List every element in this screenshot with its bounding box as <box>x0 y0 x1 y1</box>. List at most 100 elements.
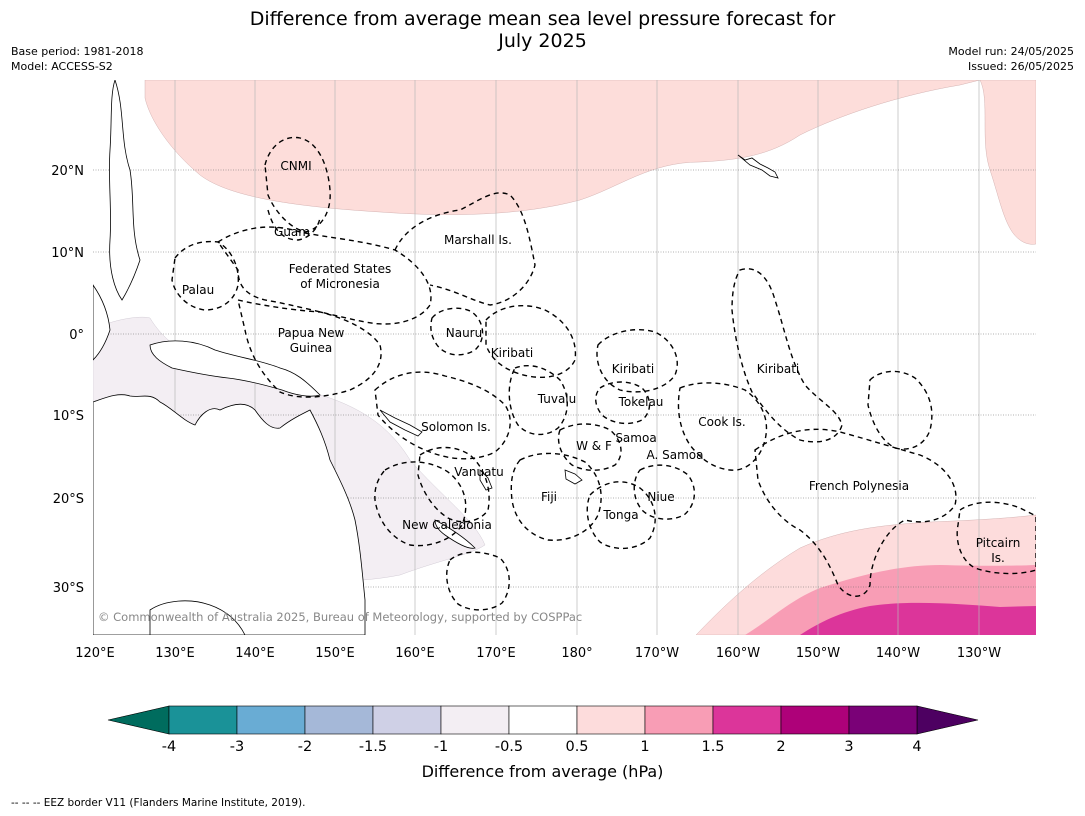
place-label: Pitcairn <box>976 536 1021 550</box>
eez-legend-note: -- -- -- EEZ border V11 (Flanders Marine… <box>11 797 306 809</box>
lon-tick-label: 130°E <box>155 646 195 661</box>
eez-png <box>237 299 382 398</box>
title-line-1: Difference from average mean sea level p… <box>249 8 836 30</box>
pressure-anomaly-north-band-east <box>979 80 1036 245</box>
new-guinea-coast <box>149 340 321 397</box>
colorbar-tick-label: 4 <box>912 739 921 755</box>
colorbar-segment <box>848 705 918 735</box>
eez-micronesia <box>217 226 432 325</box>
australia-coast <box>93 394 366 635</box>
copyright-notice: © Commonwealth of Australia 2025, Bureau… <box>98 610 582 624</box>
eez-kiribati-phoenix <box>596 329 678 393</box>
place-label: W & F <box>576 439 612 453</box>
place-label: CNMI <box>280 159 311 173</box>
lon-tick-label: 170°W <box>635 646 679 661</box>
new-zealand-coast <box>149 600 246 635</box>
place-label: Palau <box>182 283 214 297</box>
solomon-coast <box>379 409 423 437</box>
eez-cook <box>677 382 768 471</box>
lat-tick-label: 20°N <box>51 164 84 179</box>
colorbar-tick-label: 2 <box>776 739 785 755</box>
base-period: Base period: 1981-2018 <box>11 45 144 58</box>
latitude-ticks: 20°N 10°N 0° 10°S 20°S 30°S <box>51 164 84 596</box>
place-label: Kiribati <box>757 362 799 376</box>
colorbar-tick-label: -1 <box>434 739 448 755</box>
eez-guam <box>267 209 321 241</box>
model-run: Model run: 24/05/2025 <box>948 45 1074 58</box>
place-label: Kiribati <box>612 362 654 376</box>
eez-cnmi <box>264 136 331 233</box>
lon-tick-label: 140°E <box>235 646 275 661</box>
colorbar-left-arrow <box>107 705 170 735</box>
place-label: Papua New <box>278 326 345 340</box>
eez-solomon <box>374 371 511 460</box>
fiji-coast <box>564 469 583 485</box>
pressure-anomaly-southeast-strong <box>800 602 1036 635</box>
colorbar-tick-label: -4 <box>162 739 176 755</box>
lat-tick-label: 30°S <box>53 581 84 596</box>
lon-tick-label: 120°E <box>75 646 115 661</box>
lat-tick-label: 20°S <box>53 492 84 507</box>
lon-tick-label: 150°E <box>315 646 355 661</box>
colorbar-segment <box>168 705 238 735</box>
model-name: Model: ACCESS-S2 <box>11 60 113 73</box>
place-label: Nauru <box>446 326 482 340</box>
philippines-coast <box>109 80 141 301</box>
place-label: Samoa <box>615 431 656 445</box>
colorbar-tick-label: 1 <box>640 739 649 755</box>
eez-nauru <box>430 307 484 356</box>
graticule-parallels <box>93 169 1036 588</box>
place-label: Is. <box>991 551 1005 565</box>
colorbar-tick-label: -1.5 <box>359 739 387 755</box>
eez-wallis-samoa <box>557 423 622 471</box>
lon-tick-label: 160°E <box>395 646 435 661</box>
meta-left: Base period: 1981-2018 Model: ACCESS-S2 <box>11 44 143 74</box>
eez-kiribati-gilbert <box>485 305 577 378</box>
eez-norfolk <box>446 551 510 611</box>
pressure-anomaly-north-band <box>144 80 981 215</box>
colorbar-segment <box>576 705 646 735</box>
colorbar-segment <box>508 705 578 735</box>
eez-palau <box>171 240 239 311</box>
colorbar-segment <box>372 705 442 735</box>
colorbar-segment <box>712 705 782 735</box>
lon-tick-label: 140°W <box>876 646 920 661</box>
eez-fiji <box>510 452 602 541</box>
lon-tick-label: 160°W <box>716 646 760 661</box>
colorbar-tick-label: 3 <box>844 739 853 755</box>
place-label: Tuvalu <box>537 392 577 406</box>
place-label: Marshall Is. <box>444 233 512 247</box>
eez-pitcairn <box>956 501 1036 575</box>
colorbar-segment <box>644 705 714 735</box>
longitude-ticks: 120°E 130°E 140°E 150°E 160°E 170°E 180°… <box>75 646 1001 661</box>
eez-new-caledonia <box>374 461 467 547</box>
borneo-coast <box>93 284 111 361</box>
lat-tick-label: 0° <box>69 328 84 343</box>
place-labels: CNMI Guam Marshall Is. Federated States … <box>182 159 1020 565</box>
place-label: Kiribati <box>491 346 533 360</box>
coastlines <box>93 80 779 635</box>
colorbar: -4 -3 -2 -1.5 -1 -0.5 0.5 1 1.5 2 3 4 <box>107 705 979 755</box>
lat-tick-label: 10°N <box>51 246 84 261</box>
title-line-2: July 2025 <box>498 30 587 52</box>
new-caledonia-coast <box>434 519 476 549</box>
hawaii-coast <box>737 154 779 179</box>
eez-niue <box>633 464 695 520</box>
lon-tick-label: 170°E <box>476 646 516 661</box>
eez-tonga <box>586 481 656 549</box>
colorbar-tick-label: 0.5 <box>565 739 588 755</box>
place-label: French Polynesia <box>809 479 909 493</box>
place-label: Tonga <box>602 508 638 522</box>
colorbar-tick-label: -3 <box>230 739 244 755</box>
colorbar-segment <box>236 705 306 735</box>
lat-tick-label: 10°S <box>53 409 84 424</box>
issued-date: Issued: 26/05/2025 <box>967 60 1074 73</box>
colorbar-right-arrow <box>916 705 979 735</box>
place-label: of Micronesia <box>300 277 380 291</box>
colorbar-segment <box>304 705 374 735</box>
colorbar-tick-label: 1.5 <box>701 739 724 755</box>
place-label: New Caledonia <box>402 518 492 532</box>
colorbar-segment <box>780 705 850 735</box>
place-label: Vanuatu <box>454 465 504 479</box>
